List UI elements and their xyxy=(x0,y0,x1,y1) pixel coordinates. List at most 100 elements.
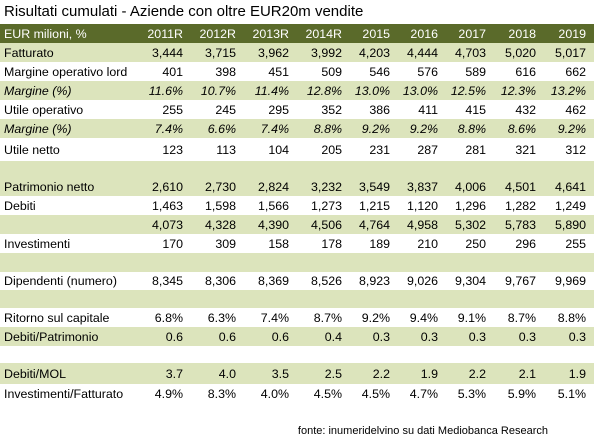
table-cell xyxy=(544,290,594,308)
table-cell: 1,463 xyxy=(138,196,191,215)
table-cell: 1,120 xyxy=(398,196,446,215)
table-cell: 2,824 xyxy=(244,177,297,196)
table-row: Debiti/Patrimonio 0.6 0.6 0.6 0.4 0.3 0.3 0.3 0.… xyxy=(0,327,594,346)
table-cell xyxy=(494,290,544,308)
table-cell xyxy=(138,290,191,308)
table-cell: 9.2% xyxy=(350,119,398,138)
table-cell: 4,641 xyxy=(544,177,594,196)
row-label: Margine (%) xyxy=(0,119,138,138)
column-header: 2013R xyxy=(244,24,297,43)
table-cell: 0.3 xyxy=(398,327,446,346)
table-cell: 0.6 xyxy=(191,327,244,346)
table-cell: 401 xyxy=(138,62,191,81)
table-row xyxy=(0,346,594,363)
table-cell xyxy=(297,253,350,272)
table-row: Ritorno sul capitale 6.8% 6.3% 7.4% 8.7% 9.2%… xyxy=(0,308,594,327)
table-cell: 9,304 xyxy=(446,272,494,290)
row-label xyxy=(0,215,138,234)
table-cell: 12.3% xyxy=(494,81,544,100)
table-cell: 13.0% xyxy=(398,81,446,100)
table-cell: 2.2 xyxy=(446,363,494,384)
table-cell: 662 xyxy=(544,62,594,81)
table-row: Debiti 1,463 1,598 1,566 1,273 1,215 1,120 1,29… xyxy=(0,196,594,215)
table-cell: 8.8% xyxy=(297,119,350,138)
table-cell: 12.8% xyxy=(297,81,350,100)
table-cell: 4.7% xyxy=(398,384,446,403)
results-table: EUR milioni, % 2011R 2012R 2013R 2014R 2… xyxy=(0,24,594,403)
table-cell: 8.8% xyxy=(446,119,494,138)
table-cell: 9.1% xyxy=(446,308,494,327)
table-cell: 281 xyxy=(446,138,494,161)
table-cell: 8,345 xyxy=(138,272,191,290)
table-cell: 1,249 xyxy=(544,196,594,215)
table-row xyxy=(0,290,594,308)
row-label xyxy=(0,346,138,363)
table-row: 4,073 4,328 4,390 4,506 4,764 4,958 5,302 5,783… xyxy=(0,215,594,234)
table-cell: 113 xyxy=(191,138,244,161)
table-cell: 8.3% xyxy=(191,384,244,403)
table-cell: 0.4 xyxy=(297,327,350,346)
table-row: Debiti/MOL 3.7 4.0 3.5 2.5 2.2 1.9 2.2 2.1 1.9 xyxy=(0,363,594,384)
table-cell xyxy=(138,161,191,177)
table-cell xyxy=(244,346,297,363)
table-cell: 2.1 xyxy=(494,363,544,384)
table-cell: 432 xyxy=(494,100,544,119)
table-cell: 1.9 xyxy=(398,363,446,384)
table-cell: 8.6% xyxy=(494,119,544,138)
table-cell: 3.7 xyxy=(138,363,191,384)
row-label: Dipendenti (numero) xyxy=(0,272,138,290)
table-cell xyxy=(297,290,350,308)
table-cell: 4,958 xyxy=(398,215,446,234)
table-cell xyxy=(350,253,398,272)
table-cell: 296 xyxy=(494,234,544,253)
table-cell: 4.5% xyxy=(350,384,398,403)
table-cell: 11.6% xyxy=(138,81,191,100)
table-cell: 1,566 xyxy=(244,196,297,215)
table-cell: 0.3 xyxy=(350,327,398,346)
table-cell: 189 xyxy=(350,234,398,253)
table-cell xyxy=(446,346,494,363)
table-cell: 9,969 xyxy=(544,272,594,290)
column-header: 2012R xyxy=(191,24,244,43)
table-cell xyxy=(494,346,544,363)
table-row: Fatturato 3,444 3,715 3,962 3,992 4,203 4,444 4… xyxy=(0,43,594,62)
table-cell xyxy=(398,161,446,177)
table-cell: 13.0% xyxy=(350,81,398,100)
table-cell: 2,730 xyxy=(191,177,244,196)
table-cell xyxy=(191,346,244,363)
table-cell xyxy=(138,346,191,363)
table-cell: 3,549 xyxy=(350,177,398,196)
table-row: Utile netto 123 113 104 205 231 287 281 321 312 xyxy=(0,138,594,161)
table-cell: 1.9 xyxy=(544,363,594,384)
table-cell: 8,306 xyxy=(191,272,244,290)
table-cell: 5.3% xyxy=(446,384,494,403)
table-cell: 0.6 xyxy=(138,327,191,346)
row-label: Utile operativo xyxy=(0,100,138,119)
table-cell: 2,610 xyxy=(138,177,191,196)
table-cell: 4,328 xyxy=(191,215,244,234)
column-header: 2015 xyxy=(350,24,398,43)
table-row: Margine (%) 7.4% 6.6% 7.4% 8.8% 9.2% 9.2% 8.8% 8… xyxy=(0,119,594,138)
table-cell: 9.2% xyxy=(544,119,594,138)
row-label: Ritorno sul capitale xyxy=(0,308,138,327)
table-cell: 5.9% xyxy=(494,384,544,403)
row-label xyxy=(0,253,138,272)
table-cell: 9,026 xyxy=(398,272,446,290)
row-label: Debiti xyxy=(0,196,138,215)
table-cell: 0.6 xyxy=(244,327,297,346)
table-cell xyxy=(138,253,191,272)
row-label: Debiti/Patrimonio xyxy=(0,327,138,346)
table-cell: 546 xyxy=(350,62,398,81)
table-cell: 4,006 xyxy=(446,177,494,196)
table-cell xyxy=(297,161,350,177)
table-cell: 0.3 xyxy=(446,327,494,346)
table-cell: 5.1% xyxy=(544,384,594,403)
table-cell xyxy=(494,253,544,272)
table-cell: 287 xyxy=(398,138,446,161)
table-cell: 616 xyxy=(494,62,544,81)
row-label: Investimenti xyxy=(0,234,138,253)
row-label: Fatturato xyxy=(0,43,138,62)
table-cell: 6.3% xyxy=(191,308,244,327)
table-cell xyxy=(398,346,446,363)
table-cell: 4.9% xyxy=(138,384,191,403)
